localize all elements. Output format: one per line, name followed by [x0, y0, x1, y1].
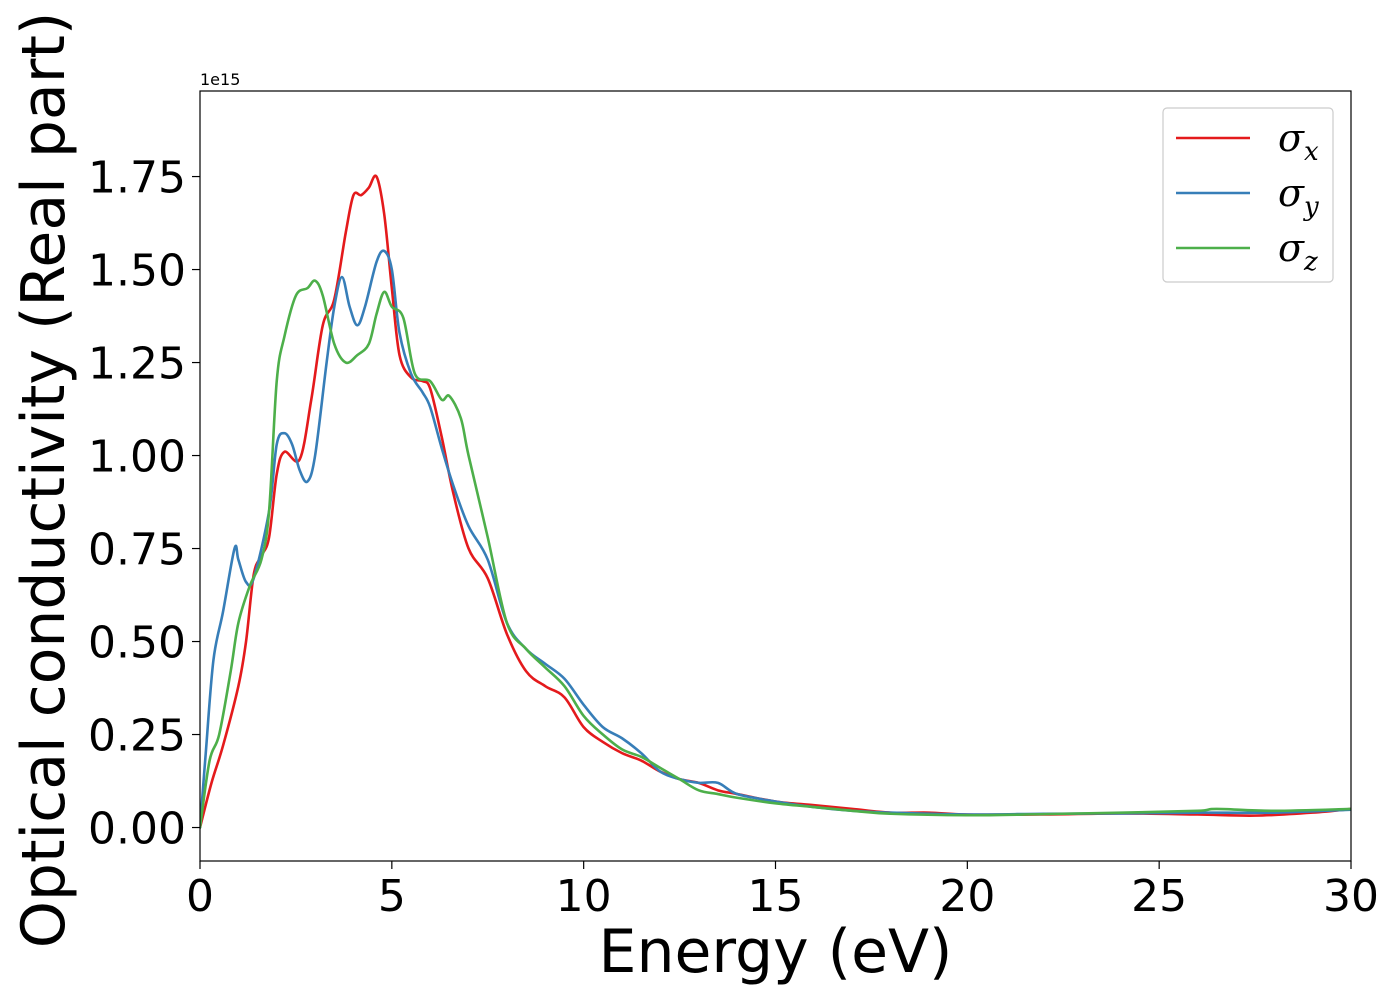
- y-tick-label: 0.00: [88, 804, 186, 855]
- x-tick-label: 20: [939, 871, 995, 922]
- legend-subscript: x: [1304, 137, 1319, 167]
- series-layer: [200, 174, 1351, 829]
- x-tick-label: 10: [556, 871, 612, 922]
- legend-label-x: σx: [1278, 116, 1319, 167]
- x-axis-title: Energy (eV): [599, 917, 953, 987]
- legend-symbol: σ: [1278, 226, 1305, 270]
- legend-subscript: y: [1303, 192, 1319, 222]
- y-tick-label: 0.25: [88, 711, 186, 762]
- x-tick-label: 30: [1323, 871, 1379, 922]
- axes-layer: 0 5 10 15 20 25 30 0.00 0.25 0.50 0.75 1.00 1.25 1.50…: [88, 90, 1379, 922]
- y-tick-label: 1.50: [88, 246, 186, 297]
- legend-label-y: σy: [1278, 171, 1319, 222]
- x-tick-label: 0: [186, 871, 214, 922]
- x-tick-label: 15: [748, 871, 804, 922]
- series-line-x: [200, 174, 1351, 829]
- y-tick-label: 0.50: [88, 618, 186, 669]
- y-axis-title: Optical conductivity (Real part): [9, 12, 79, 949]
- y-tick-label: 1.00: [88, 432, 186, 483]
- y-offset-text: 1e15: [200, 70, 240, 89]
- x-tick-label: 25: [1131, 871, 1187, 922]
- y-tick-label: 1.25: [88, 339, 186, 390]
- y-tick-label: 0.75: [88, 525, 186, 576]
- series-line-z: [200, 279, 1351, 829]
- legend-symbol: σ: [1278, 171, 1305, 215]
- legend-label-z: σz: [1278, 226, 1318, 277]
- legend-symbol: σ: [1278, 116, 1305, 160]
- legend-subscript: z: [1303, 247, 1318, 277]
- x-tick-label: 5: [378, 871, 406, 922]
- legend-box: [1162, 107, 1334, 283]
- y-tick-label: 1.75: [88, 153, 186, 204]
